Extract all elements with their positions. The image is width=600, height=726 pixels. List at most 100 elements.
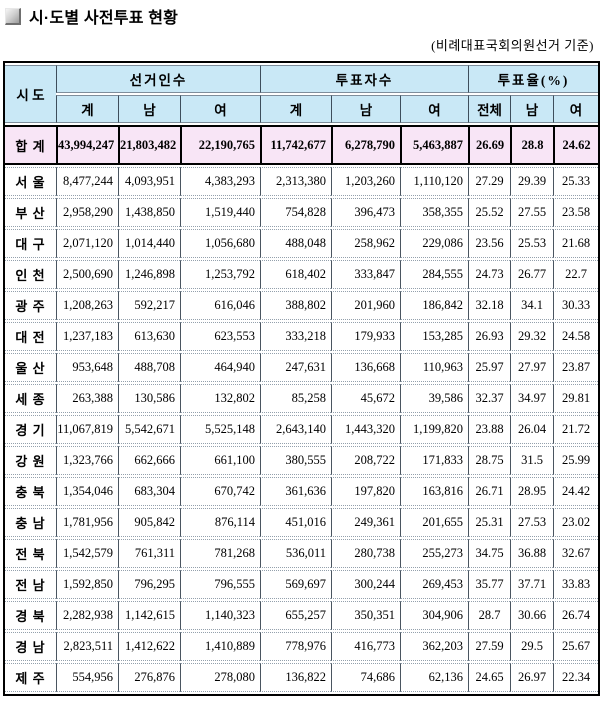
count-cell: 280,738 [331, 539, 400, 568]
count-cell: 1,140,323 [180, 601, 260, 630]
count-cell: 536,011 [260, 539, 331, 568]
count-cell: 2,823,511 [56, 632, 118, 661]
count-cell: 1,014,440 [118, 229, 180, 258]
col-header-sido: 시 도 [5, 65, 56, 123]
rate-cell: 34.1 [510, 291, 553, 320]
count-cell: 623,553 [180, 322, 260, 351]
count-cell: 953,648 [56, 353, 118, 382]
region-label: 전 남 [5, 570, 56, 599]
count-cell: 488,708 [118, 353, 180, 382]
count-cell: 171,833 [400, 446, 468, 475]
count-cell: 554,956 [56, 663, 118, 692]
count-cell: 761,311 [118, 539, 180, 568]
region-label: 인 천 [5, 260, 56, 289]
rate-cell: 27.29 [468, 167, 510, 196]
region-label: 충 북 [5, 477, 56, 506]
count-cell: 22,190,765 [180, 125, 260, 165]
rate-cell: 28.8 [510, 125, 553, 165]
col-header-electorate-male: 남 [118, 95, 180, 123]
count-cell: 350,351 [331, 601, 400, 630]
rate-cell: 27.59 [468, 632, 510, 661]
group-header-electorate: 선거인수 [56, 65, 260, 93]
col-header-electorate-total: 계 [56, 95, 118, 123]
count-cell: 683,304 [118, 477, 180, 506]
rate-cell: 21.68 [553, 229, 599, 258]
count-cell: 1,354,046 [56, 477, 118, 506]
count-cell: 613,630 [118, 322, 180, 351]
count-cell: 39,586 [400, 384, 468, 413]
count-cell: 1,056,680 [180, 229, 260, 258]
table-row: 제 주 554,956 276,876 278,080 136,822 74,686 62,… [5, 663, 599, 692]
rate-cell: 32.37 [468, 384, 510, 413]
region-label: 충 남 [5, 508, 56, 537]
count-cell: 670,742 [180, 477, 260, 506]
count-cell: 163,816 [400, 477, 468, 506]
col-header-electorate-female: 여 [180, 95, 260, 123]
count-cell: 1,592,850 [56, 570, 118, 599]
count-cell: 11,067,819 [56, 415, 118, 444]
table-row: 부 산 2,958,290 1,438,850 1,519,440 754,828 396… [5, 198, 599, 227]
count-cell: 361,636 [260, 477, 331, 506]
table-row: 경 기 11,067,819 5,542,671 5,525,148 2,643,140… [5, 415, 599, 444]
count-cell: 74,686 [331, 663, 400, 692]
count-cell: 1,323,766 [56, 446, 118, 475]
rate-cell: 22.34 [553, 663, 599, 692]
count-cell: 1,410,889 [180, 632, 260, 661]
count-cell: 284,555 [400, 260, 468, 289]
count-cell: 300,244 [331, 570, 400, 599]
count-cell: 2,500,690 [56, 260, 118, 289]
page-title: 시·도별 사전투표 현황 [29, 10, 179, 27]
header-sub-row: 계 남 여 계 남 여 전체 남 여 [5, 95, 599, 123]
table-row: 충 북 1,354,046 683,304 670,742 361,636 197,820… [5, 477, 599, 506]
rate-cell: 30.33 [553, 291, 599, 320]
document-page: 시·도별 사전투표 현황 (비례대표국회의원선거 기준) 시 도 선거인수 투표… [3, 6, 600, 696]
table-row: 경 북 2,282,938 1,142,615 1,140,323 655,257 350… [5, 601, 599, 630]
rate-cell: 24.58 [553, 322, 599, 351]
col-header-turnout-male: 남 [510, 95, 553, 123]
count-cell: 249,361 [331, 508, 400, 537]
count-cell: 1,438,850 [118, 198, 180, 227]
count-cell: 45,672 [331, 384, 400, 413]
count-cell: 2,071,120 [56, 229, 118, 258]
subtitle-note: (비례대표국회의원선거 기준) [431, 38, 594, 53]
rate-cell: 28.7 [468, 601, 510, 630]
title-bar: 시·도별 사전투표 현황 [5, 6, 598, 27]
count-cell: 1,203,260 [331, 167, 400, 196]
rate-cell: 23.88 [468, 415, 510, 444]
count-cell: 1,142,615 [118, 601, 180, 630]
rate-cell: 22.7 [553, 260, 599, 289]
region-label: 경 남 [5, 632, 56, 661]
count-cell: 2,643,140 [260, 415, 331, 444]
col-header-voters-male: 남 [331, 95, 400, 123]
count-cell: 754,828 [260, 198, 331, 227]
count-cell: 153,285 [400, 322, 468, 351]
count-cell: 662,666 [118, 446, 180, 475]
count-cell: 8,477,244 [56, 167, 118, 196]
rate-cell: 25.52 [468, 198, 510, 227]
count-cell: 616,046 [180, 291, 260, 320]
count-cell: 618,402 [260, 260, 331, 289]
statistics-table-frame: 시 도 선거인수 투표자수 투표율(%) 계 남 여 계 남 여 전체 남 여 [3, 61, 600, 696]
count-cell: 1,237,183 [56, 322, 118, 351]
count-cell: 5,463,887 [400, 125, 468, 165]
count-cell: 2,282,938 [56, 601, 118, 630]
rate-cell: 29.81 [553, 384, 599, 413]
count-cell: 5,525,148 [180, 415, 260, 444]
count-cell: 229,086 [400, 229, 468, 258]
rate-cell: 24.42 [553, 477, 599, 506]
table-row: 울 산 953,648 488,708 464,940 247,631 136,668 11… [5, 353, 599, 382]
rate-cell: 29.39 [510, 167, 553, 196]
count-cell: 1,443,320 [331, 415, 400, 444]
region-label: 부 산 [5, 198, 56, 227]
col-header-turnout-all: 전체 [468, 95, 510, 123]
rate-cell: 26.77 [510, 260, 553, 289]
count-cell: 85,258 [260, 384, 331, 413]
count-cell: 416,773 [331, 632, 400, 661]
count-cell: 304,906 [400, 601, 468, 630]
rate-cell: 26.97 [510, 663, 553, 692]
region-label: 세 종 [5, 384, 56, 413]
count-cell: 1,253,792 [180, 260, 260, 289]
rate-cell: 23.58 [553, 198, 599, 227]
rate-cell: 36.88 [510, 539, 553, 568]
count-cell: 380,555 [260, 446, 331, 475]
